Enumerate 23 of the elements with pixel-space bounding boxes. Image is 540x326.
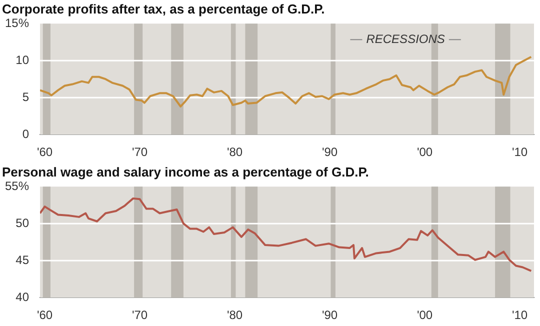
y-tick-label: 40 bbox=[16, 290, 30, 304]
x-tick-label: '80 bbox=[226, 308, 243, 322]
x-tick-label: '10 bbox=[512, 308, 528, 322]
x-tick-label: '70 bbox=[132, 308, 148, 322]
x-tick-label: '00 bbox=[416, 308, 433, 322]
chart-title: Personal wage and salary income as a percentage of G.D.P. bbox=[2, 164, 369, 180]
x-tick-label: '90 bbox=[322, 145, 338, 160]
y-tick-label: 0 bbox=[22, 126, 30, 141]
x-tick-label: '90 bbox=[322, 308, 338, 322]
annotation: RECESSIONS bbox=[366, 32, 445, 46]
y-tick-label: 45 bbox=[16, 252, 30, 267]
x-tick-label: '70 bbox=[132, 145, 148, 160]
x-tick-label: '60 bbox=[36, 308, 53, 322]
y-tick-label: 10 bbox=[16, 52, 30, 67]
x-tick-label: '10 bbox=[512, 145, 528, 160]
y-tick-label: 55% bbox=[4, 178, 30, 193]
y-tick-label: 15% bbox=[4, 16, 30, 30]
x-tick-label: '00 bbox=[416, 145, 433, 160]
chart-title: Corporate profits after tax, as a percentage of G.D.P. bbox=[2, 1, 325, 16]
y-tick-label: 50 bbox=[16, 216, 30, 230]
y-tick-label: 5 bbox=[22, 90, 30, 104]
x-tick-label: '80 bbox=[226, 145, 243, 160]
x-tick-label: '60 bbox=[36, 145, 53, 160]
